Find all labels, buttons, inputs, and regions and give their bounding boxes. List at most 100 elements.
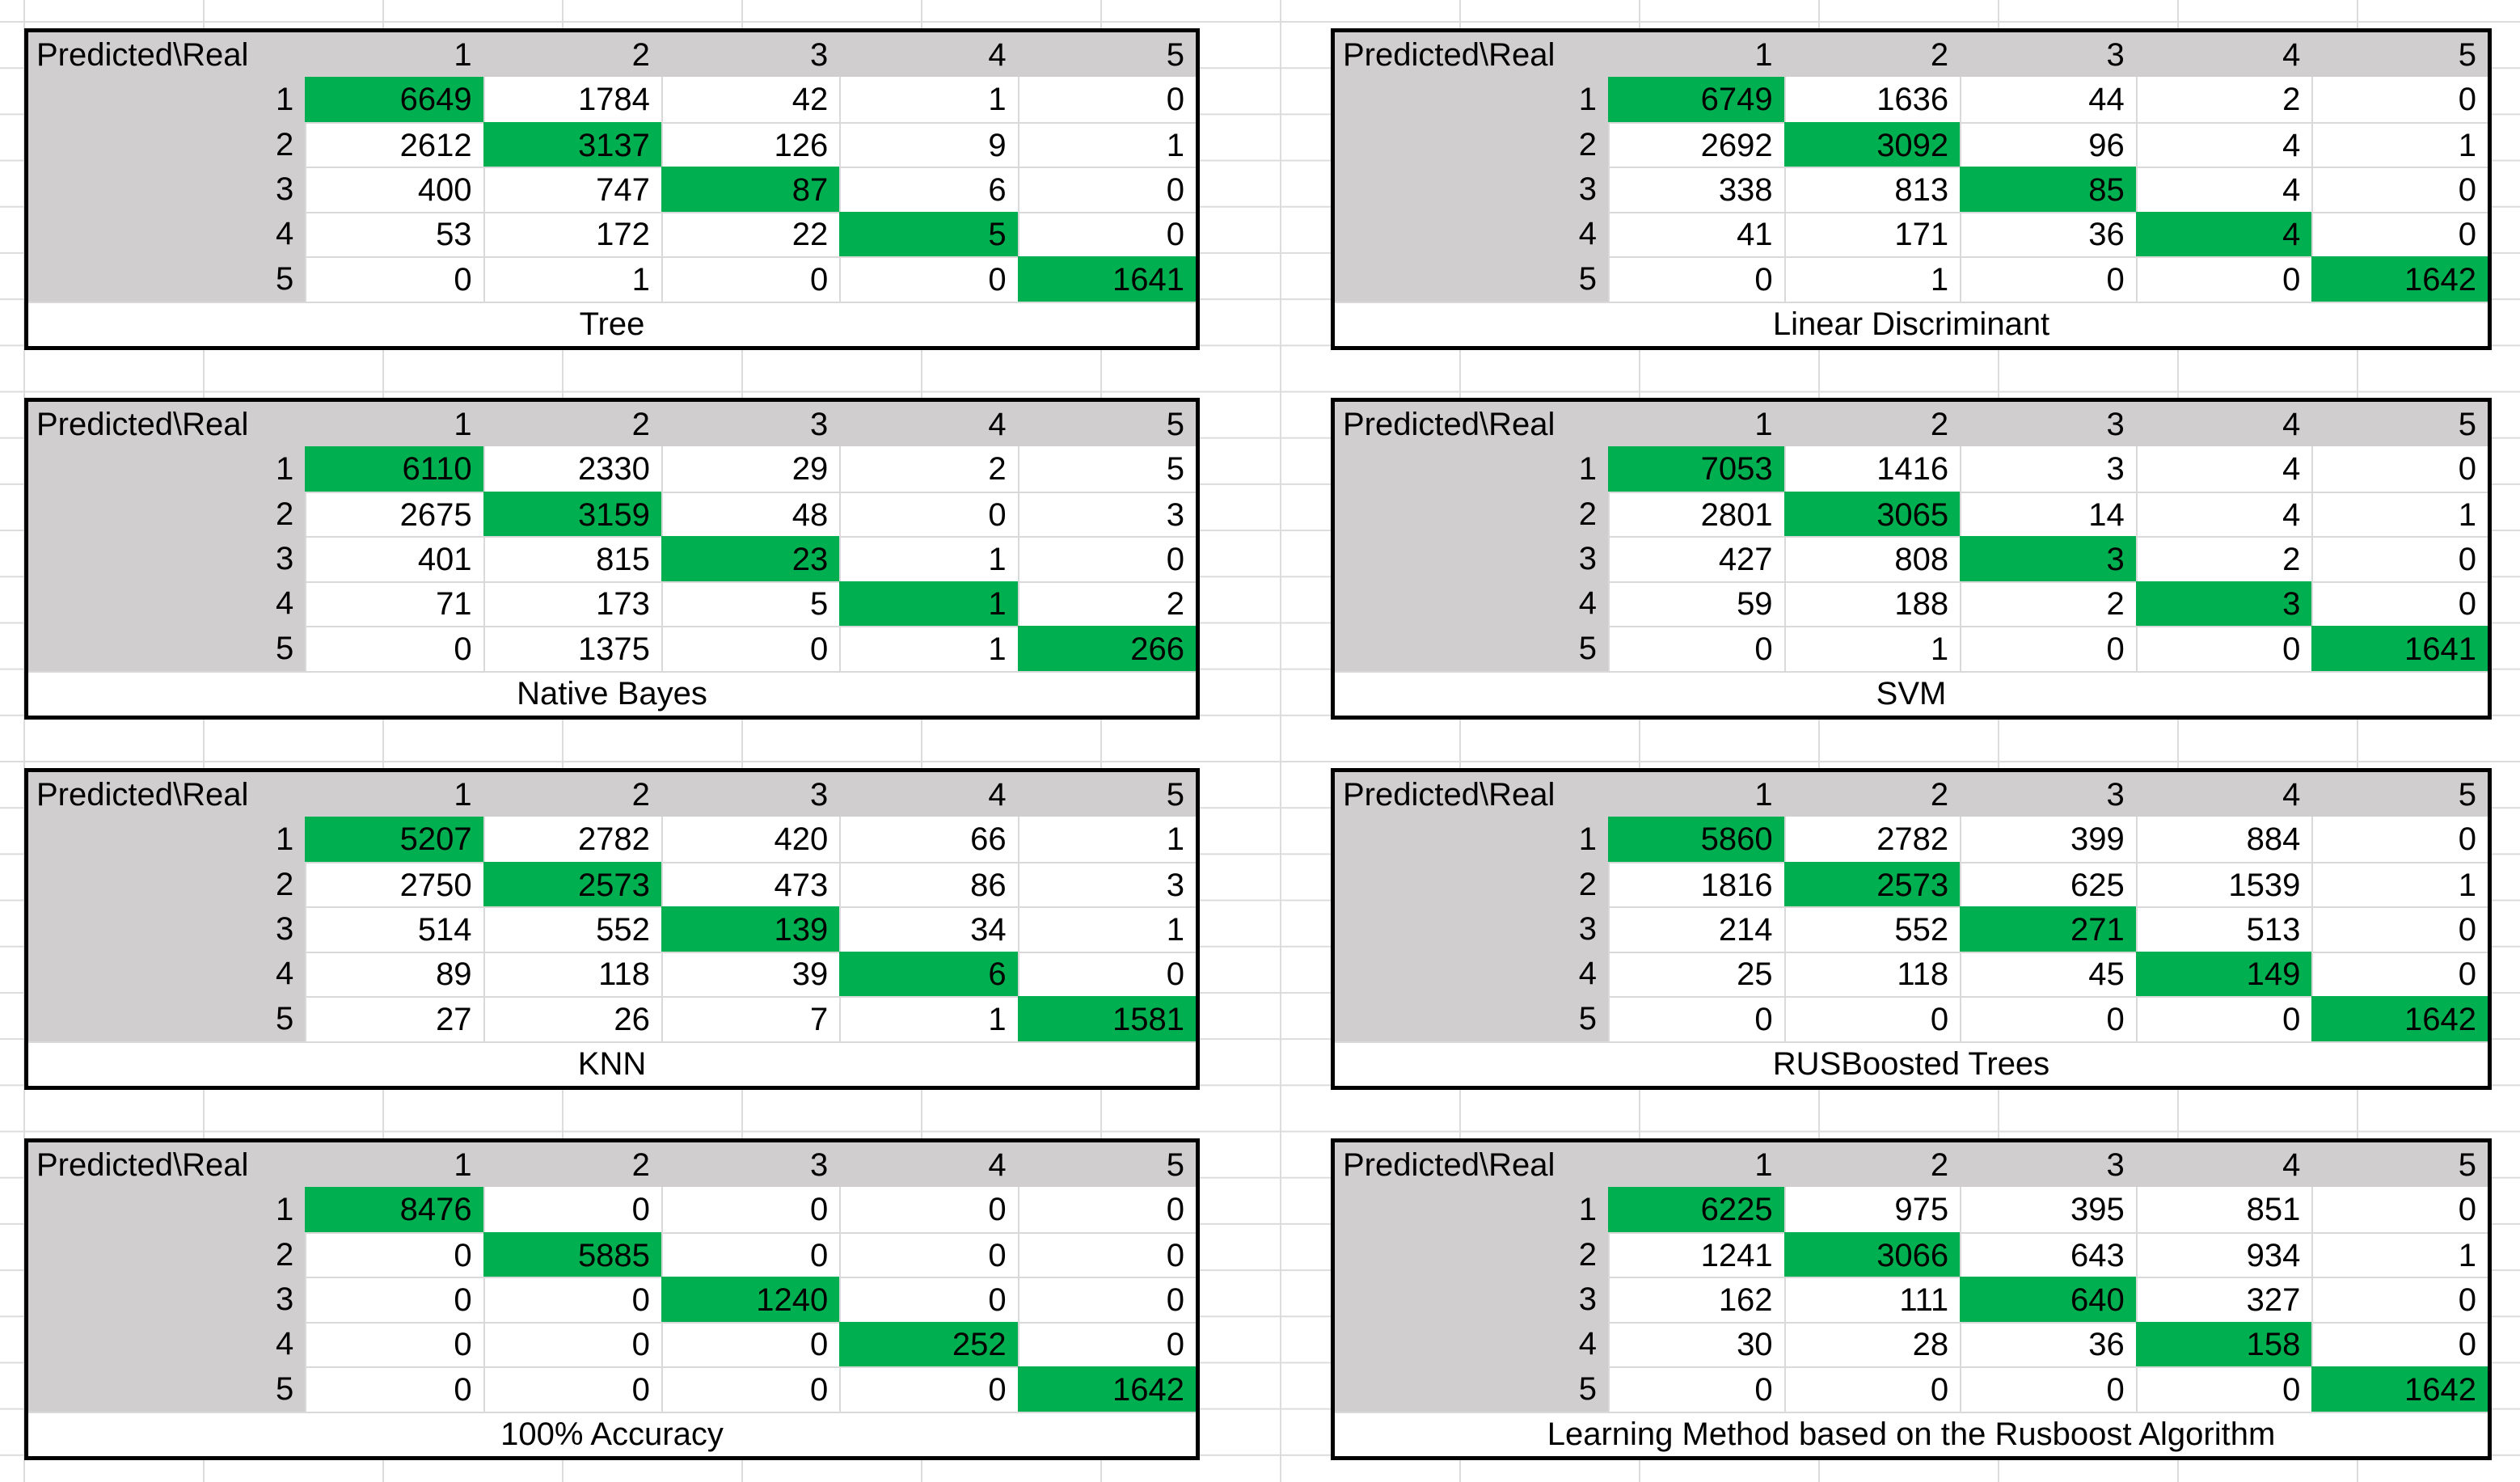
value-cell[interactable]: 0 <box>2311 581 2488 627</box>
column-header-cell[interactable]: 1 <box>1607 772 1784 817</box>
column-header-cell[interactable]: 5 <box>1017 772 1196 817</box>
value-cell[interactable]: 0 <box>1017 951 1196 997</box>
value-cell[interactable]: 4 <box>2135 121 2312 167</box>
value-cell[interactable]: 0 <box>305 1277 483 1322</box>
corner-header-cell[interactable]: Predicted\Real <box>28 1142 306 1188</box>
value-cell[interactable]: 934 <box>2135 1231 2312 1277</box>
value-cell[interactable]: 2 <box>839 446 1017 492</box>
value-cell[interactable]: 1 <box>839 996 1018 1041</box>
value-cell[interactable]: 0 <box>2311 77 2488 122</box>
column-header-cell[interactable]: 2 <box>483 772 661 817</box>
row-header-cell[interactable]: 4 <box>28 581 306 627</box>
value-cell[interactable]: 1375 <box>483 626 661 671</box>
row-header-cell[interactable]: 5 <box>1335 1366 1608 1412</box>
row-header-cell[interactable]: 1 <box>1335 77 1608 122</box>
value-cell[interactable]: 1 <box>1783 256 1961 302</box>
value-cell[interactable]: 252 <box>839 1321 1018 1367</box>
column-header-cell[interactable]: 4 <box>2135 32 2312 78</box>
value-cell[interactable]: 66 <box>839 817 1017 862</box>
value-cell[interactable]: 9 <box>839 121 1018 167</box>
column-header-cell[interactable]: 4 <box>839 772 1018 817</box>
row-header-cell[interactable]: 2 <box>28 121 306 167</box>
value-cell[interactable]: 0 <box>839 1277 1018 1322</box>
column-header-cell[interactable]: 4 <box>2135 772 2312 817</box>
value-cell[interactable]: 214 <box>1607 906 1784 952</box>
value-cell[interactable]: 1 <box>839 77 1017 122</box>
row-header-cell[interactable]: 1 <box>28 817 306 862</box>
value-cell[interactable]: 0 <box>1017 1187 1196 1232</box>
value-cell[interactable]: 338 <box>1607 167 1784 212</box>
value-cell[interactable]: 0 <box>483 1366 661 1412</box>
value-cell[interactable]: 188 <box>1783 581 1961 627</box>
value-cell[interactable]: 327 <box>2135 1277 2312 1322</box>
value-cell[interactable]: 552 <box>1783 906 1961 952</box>
value-cell[interactable]: 2 <box>2135 77 2312 122</box>
corner-header-cell[interactable]: Predicted\Real <box>1335 772 1608 817</box>
value-cell[interactable]: 0 <box>661 1187 839 1232</box>
row-header-cell[interactable]: 4 <box>1335 211 1608 257</box>
value-cell[interactable]: 34 <box>839 906 1018 952</box>
value-cell[interactable]: 25 <box>1607 951 1784 997</box>
value-cell[interactable]: 3 <box>1960 536 2136 581</box>
value-cell[interactable]: 30 <box>1607 1321 1784 1367</box>
row-header-cell[interactable]: 1 <box>1335 817 1608 862</box>
value-cell[interactable]: 400 <box>305 167 483 212</box>
value-cell[interactable]: 2573 <box>483 861 661 907</box>
value-cell[interactable]: 1 <box>839 581 1018 627</box>
value-cell[interactable]: 420 <box>661 817 839 862</box>
value-cell[interactable]: 1539 <box>2135 861 2312 907</box>
column-header-cell[interactable]: 4 <box>839 32 1018 78</box>
column-header-cell[interactable]: 2 <box>1783 1142 1961 1188</box>
value-cell[interactable]: 59 <box>1607 581 1784 627</box>
value-cell[interactable]: 3066 <box>1783 1231 1961 1277</box>
row-header-cell[interactable]: 4 <box>1335 1321 1608 1367</box>
value-cell[interactable]: 111 <box>1783 1277 1961 1322</box>
value-cell[interactable]: 1240 <box>661 1277 840 1322</box>
value-cell[interactable]: 8476 <box>305 1187 483 1232</box>
value-cell[interactable]: 0 <box>305 1231 483 1277</box>
value-cell[interactable]: 0 <box>1960 256 2136 302</box>
column-header-cell[interactable]: 5 <box>2311 772 2488 817</box>
row-header-cell[interactable]: 2 <box>1335 1231 1608 1277</box>
value-cell[interactable]: 1 <box>2311 1231 2488 1277</box>
corner-header-cell[interactable]: Predicted\Real <box>1335 32 1608 78</box>
value-cell[interactable]: 0 <box>2311 906 2488 952</box>
value-cell[interactable]: 3 <box>1017 491 1196 537</box>
value-cell[interactable]: 0 <box>2311 1277 2488 1322</box>
value-cell[interactable]: 747 <box>483 167 661 212</box>
value-cell[interactable]: 3 <box>1017 861 1196 907</box>
value-cell[interactable]: 5 <box>839 211 1018 257</box>
column-header-cell[interactable]: 2 <box>483 1142 661 1188</box>
row-header-cell[interactable]: 2 <box>1335 121 1608 167</box>
value-cell[interactable]: 0 <box>839 1231 1018 1277</box>
corner-header-cell[interactable]: Predicted\Real <box>28 772 306 817</box>
row-header-cell[interactable]: 3 <box>28 906 306 952</box>
value-cell[interactable]: 3159 <box>483 491 661 537</box>
value-cell[interactable]: 0 <box>1017 167 1196 212</box>
value-cell[interactable]: 45 <box>1960 951 2136 997</box>
value-cell[interactable]: 36 <box>1960 1321 2136 1367</box>
column-header-cell[interactable]: 3 <box>661 32 840 78</box>
value-cell[interactable]: 44 <box>1960 77 2136 122</box>
value-cell[interactable]: 118 <box>1783 951 1961 997</box>
value-cell[interactable]: 643 <box>1960 1231 2136 1277</box>
row-header-cell[interactable]: 3 <box>1335 906 1608 952</box>
column-header-cell[interactable]: 2 <box>483 32 661 78</box>
value-cell[interactable]: 1642 <box>2311 996 2488 1041</box>
value-cell[interactable]: 640 <box>1960 1277 2136 1322</box>
value-cell[interactable]: 0 <box>483 1277 661 1322</box>
value-cell[interactable]: 126 <box>661 121 840 167</box>
value-cell[interactable]: 3092 <box>1783 121 1961 167</box>
row-header-cell[interactable]: 5 <box>28 996 306 1041</box>
value-cell[interactable]: 0 <box>839 491 1018 537</box>
value-cell[interactable]: 0 <box>1017 1321 1196 1367</box>
value-cell[interactable]: 85 <box>1960 167 2136 212</box>
row-header-cell[interactable]: 3 <box>1335 536 1608 581</box>
row-header-cell[interactable]: 4 <box>28 951 306 997</box>
value-cell[interactable]: 0 <box>2311 1187 2488 1232</box>
value-cell[interactable]: 1642 <box>2311 256 2488 302</box>
value-cell[interactable]: 0 <box>1783 1366 1961 1412</box>
value-cell[interactable]: 0 <box>1960 996 2136 1041</box>
value-cell[interactable]: 0 <box>2311 1321 2488 1367</box>
value-cell[interactable]: 41 <box>1607 211 1784 257</box>
